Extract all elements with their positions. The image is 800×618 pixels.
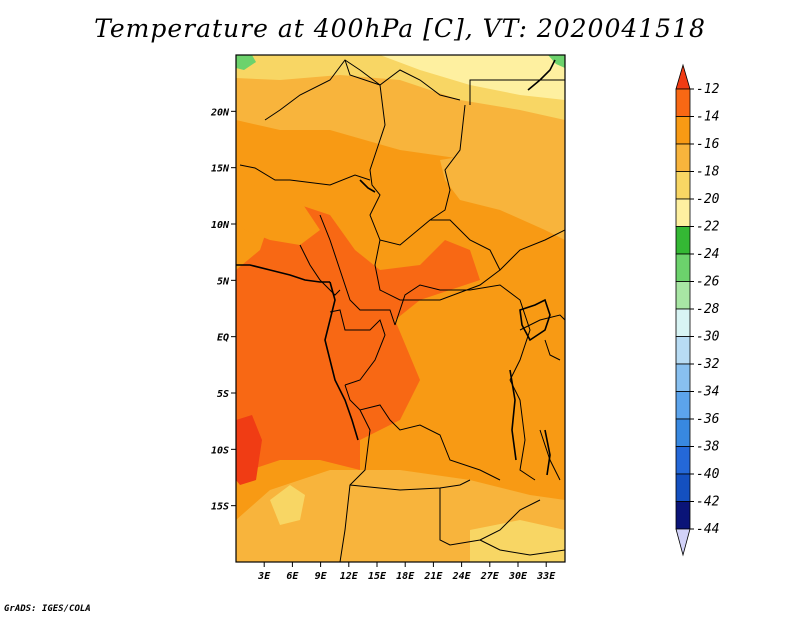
colorbar-label: -18	[696, 165, 720, 180]
border-gabon-congo	[329, 309, 386, 386]
colorbar-swatch	[675, 88, 691, 117]
field-nw-mid	[236, 180, 320, 245]
colorbar-swatch	[675, 198, 691, 227]
x-tick-label: 12E	[340, 571, 359, 582]
colorbar-label: -24	[696, 247, 719, 262]
coast-red-sea	[527, 59, 556, 91]
lake-tanganyika	[509, 369, 517, 461]
x-tick-label: 24E	[452, 571, 472, 582]
colorbar-swatch	[675, 308, 691, 337]
map-frame	[235, 54, 566, 563]
y-tick-label: 5N	[217, 276, 230, 287]
colorbar-label: -44	[696, 522, 719, 537]
colorbar-swatch	[675, 391, 691, 420]
field-northeast-pale	[380, 55, 565, 100]
lake-chad	[359, 179, 376, 193]
field-ne-green	[548, 55, 565, 68]
colorbar-swatch	[675, 501, 691, 530]
colorbar-label: -20	[696, 192, 720, 207]
y-tick-label: 20N	[210, 107, 230, 118]
field-nw-green	[236, 55, 256, 70]
colorbar-swatch	[675, 363, 691, 392]
colorbar-top-triangle	[675, 63, 691, 90]
x-tick-label: 3E	[257, 571, 271, 582]
x-tick-label: 18E	[396, 571, 415, 582]
colorbar-label: -28	[696, 302, 720, 317]
colorbar-swatch	[675, 226, 691, 255]
colorbar-label: -42	[696, 495, 720, 510]
border-kenya	[544, 339, 561, 361]
x-tick-label: 6E	[286, 571, 299, 582]
colorbar-label: -36	[696, 412, 720, 427]
colorbar-swatch	[675, 143, 691, 172]
y-tick-label: 10N	[211, 220, 230, 231]
lake-malawi	[544, 429, 551, 476]
colorbar-swatch	[675, 446, 691, 475]
border-drc-angola	[344, 384, 501, 481]
colorbar-label: -14	[696, 110, 719, 125]
country-borders	[239, 59, 565, 562]
x-tick-label: 9E	[315, 571, 328, 582]
colorbar-swatch	[675, 253, 691, 282]
y-tick-label: 10S	[211, 445, 229, 456]
colorbar-label: -22	[696, 220, 720, 235]
field-south-pale-2	[470, 520, 565, 562]
x-tick-label: 21E	[423, 571, 443, 582]
colorbar: -12 -14 -16 -18 -20 -22 -24 -26 -28 -30 -32 -34 -36 -…	[675, 63, 720, 557]
border-car	[374, 219, 501, 301]
colorbar-label: -12	[696, 82, 720, 97]
colorbar-swatch	[675, 116, 691, 145]
colorbar-swatch	[675, 336, 691, 365]
border-nigeria	[299, 244, 341, 296]
chart-title: Temperature at 400hPa [C], VT: 202004151…	[94, 14, 706, 43]
colorbar-label: -30	[696, 330, 720, 345]
field-warm-west	[236, 205, 480, 480]
colorbar-swatch	[675, 281, 691, 310]
x-tick-label: 30E	[508, 571, 528, 582]
y-tick-label: 15S	[211, 502, 229, 513]
axis-ticks: 3E 6E 9E 12E 15E 18E 21E 24E 27E 30E 33E 20N 15N 10N 5…	[210, 107, 556, 582]
coast-west	[324, 281, 359, 441]
colorbar-label: -16	[696, 137, 720, 152]
field-hot-patch	[236, 415, 262, 485]
y-tick-label: EQ	[217, 333, 229, 344]
colorbar-swatch	[675, 473, 691, 502]
grads-credit: GrADS: IGES/COLA	[4, 604, 91, 614]
coast-gulf-guinea	[236, 264, 330, 283]
lake-victoria	[519, 298, 551, 342]
colorbar-label: -26	[696, 275, 720, 290]
colorbar-swatch	[675, 418, 691, 447]
border-north-1	[264, 59, 461, 121]
colorbar-bottom-triangle	[675, 528, 691, 557]
border-sudan-south	[499, 229, 565, 271]
y-tick-label: 5S	[217, 389, 229, 400]
border-tanzania	[509, 379, 536, 481]
x-tick-label: 27E	[480, 571, 500, 582]
border-north-2	[469, 79, 565, 105]
border-niger-south	[239, 164, 371, 186]
field-east-band	[440, 140, 565, 240]
y-tick-label: 15N	[211, 164, 230, 175]
colorbar-label: -34	[696, 385, 719, 400]
x-tick-label: 15E	[368, 571, 387, 582]
colorbar-label: -40	[696, 467, 720, 482]
coastlines-lakes	[236, 59, 556, 476]
colorbar-label: -32	[696, 357, 720, 372]
border-chad-niger	[344, 59, 386, 241]
border-cameroon	[319, 214, 396, 326]
border-chad-sudan	[379, 104, 466, 246]
field-south-pale-1	[270, 485, 305, 525]
colorbar-label: -38	[696, 440, 720, 455]
x-tick-label: 33E	[536, 571, 556, 582]
border-drc-north	[394, 284, 531, 381]
border-angola-west	[339, 409, 371, 562]
border-south	[479, 539, 565, 556]
colorbar-swatch	[675, 171, 691, 200]
